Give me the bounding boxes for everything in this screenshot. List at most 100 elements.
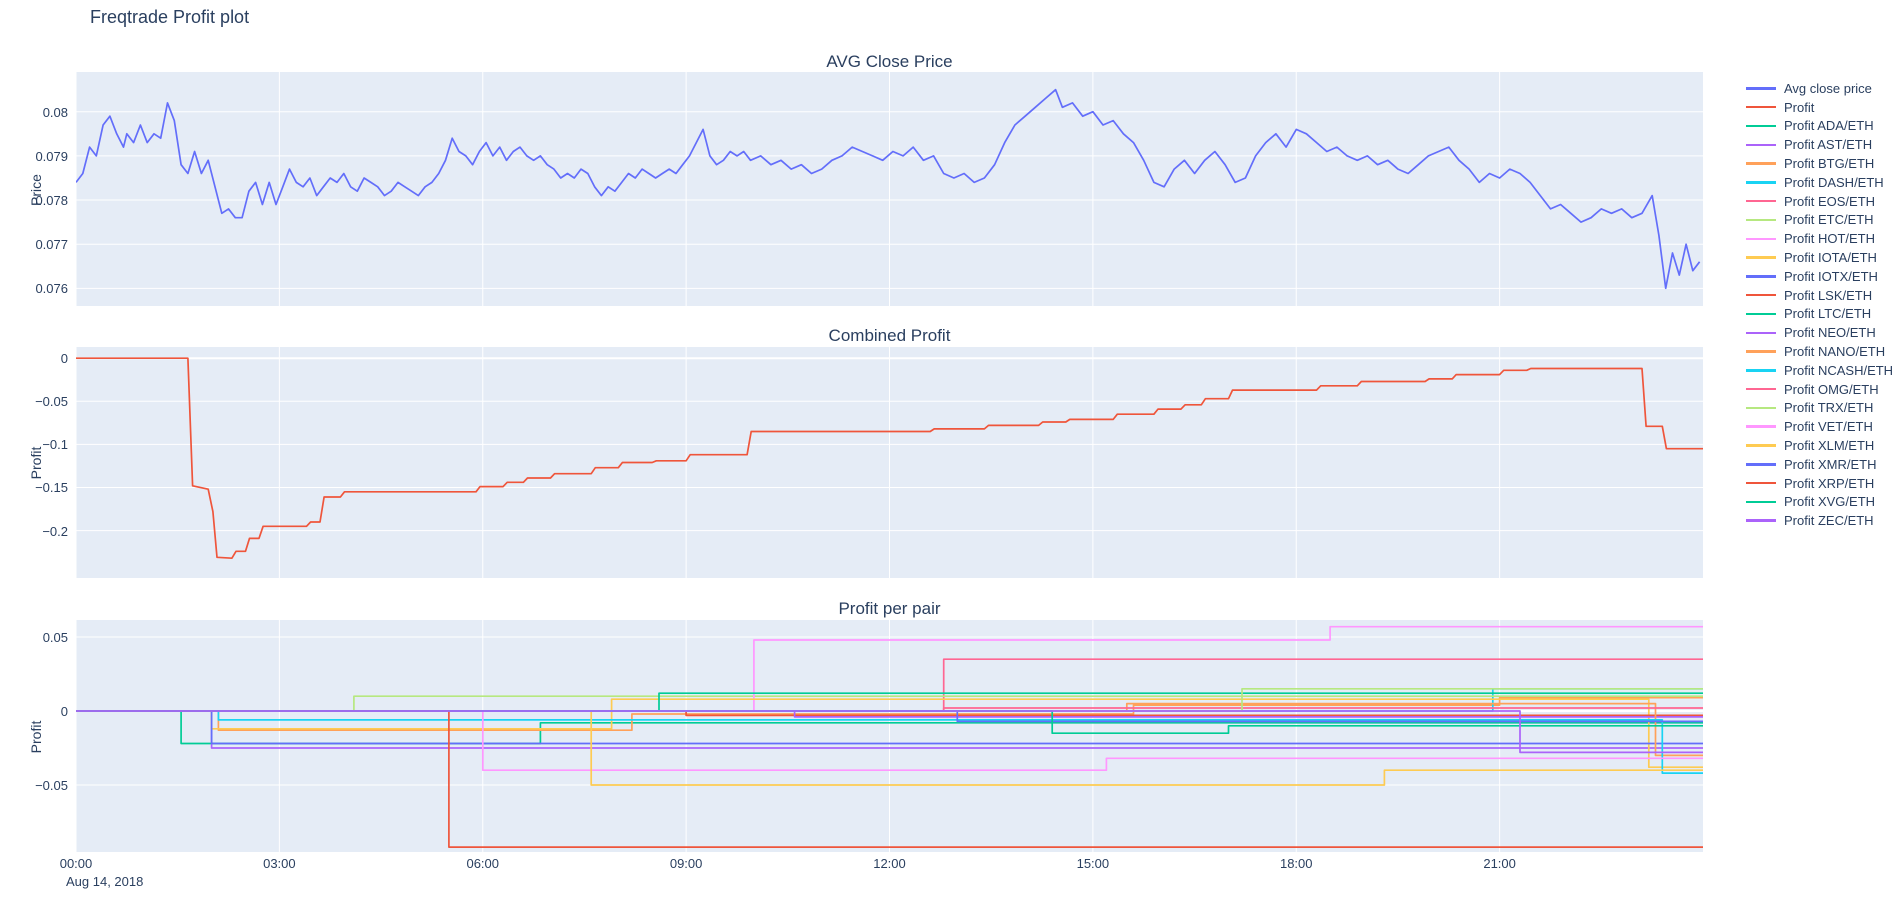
- legend-item-profit[interactable]: Profit: [1746, 98, 1893, 117]
- legend-line-swatch: [1746, 425, 1776, 428]
- legend-line-swatch: [1746, 331, 1776, 334]
- legend-item-profit-iota-eth[interactable]: Profit IOTA/ETH: [1746, 248, 1893, 267]
- subplot-canvas[interactable]: [76, 620, 1703, 852]
- legend-line-swatch: [1746, 143, 1776, 147]
- legend-item-label: Profit HOT/ETH: [1784, 231, 1876, 247]
- legend-item-avg-close-price[interactable]: Avg close price: [1746, 79, 1893, 98]
- legend-item-label: Profit OMG/ETH: [1784, 381, 1879, 397]
- legend-item-profit-omg-eth[interactable]: Profit OMG/ETH: [1746, 380, 1893, 399]
- legend-item-label: Profit LTC/ETH: [1784, 306, 1872, 322]
- legend-item-profit-ada-eth[interactable]: Profit ADA/ETH: [1746, 117, 1893, 136]
- legend-item-label: Profit DASH/ETH: [1784, 174, 1884, 190]
- legend-line-swatch: [1746, 369, 1776, 372]
- legend-item-profit-vet-eth[interactable]: Profit VET/ETH: [1746, 417, 1893, 436]
- legend-item-profit-btg-eth[interactable]: Profit BTG/ETH: [1746, 154, 1893, 173]
- legend-item-label: Profit TRX/ETH: [1784, 400, 1874, 416]
- legend-item-label: Profit NCASH/ETH: [1784, 362, 1894, 378]
- subplot-title-profit-per-pair: Profit per pair: [838, 599, 941, 618]
- legend-item-profit-eos-eth[interactable]: Profit EOS/ETH: [1746, 192, 1893, 211]
- series-profit: [76, 357, 1703, 560]
- legend-item-label: Profit IOTX/ETH: [1784, 268, 1878, 284]
- legend-item-label: Profit EOS/ETH: [1784, 193, 1876, 209]
- legend-item-label: Profit BTG/ETH: [1784, 156, 1875, 172]
- legend-line-swatch: [1746, 124, 1776, 128]
- legend-item-label: Profit LSK/ETH: [1784, 287, 1873, 303]
- x-tick-label: 12:00: [873, 856, 906, 871]
- legend-line-swatch: [1746, 105, 1776, 109]
- y-tick-label: −0.2: [42, 523, 68, 539]
- legend-item-label: Profit XMR/ETH: [1784, 456, 1877, 472]
- y-tick-label: 0.077: [35, 237, 68, 253]
- x-tick-label: 03:00: [263, 856, 296, 871]
- y-tick-label: 0: [60, 703, 68, 719]
- y-tick-label: 0: [60, 351, 68, 367]
- legend-item-profit-lsk-eth[interactable]: Profit LSK/ETH: [1746, 286, 1893, 305]
- legend-item-profit-xvg-eth[interactable]: Profit XVG/ETH: [1746, 493, 1893, 512]
- legend-item-profit-xrp-eth[interactable]: Profit XRP/ETH: [1746, 474, 1893, 493]
- y-tick-label: 0.05: [42, 630, 68, 645]
- x-tick-label: 09:00: [669, 856, 703, 871]
- legend-item-profit-ncash-eth[interactable]: Profit NCASH/ETH: [1746, 361, 1893, 380]
- legend-item-label: Profit IOTA/ETH: [1784, 250, 1877, 266]
- legend-item-profit-xmr-eth[interactable]: Profit XMR/ETH: [1746, 455, 1893, 474]
- legend-item-profit-etc-eth[interactable]: Profit ETC/ETH: [1746, 211, 1893, 230]
- combined-profit-plot[interactable]: [76, 347, 1703, 578]
- y-tick-label: −0.1: [42, 437, 68, 453]
- legend-item-profit-xlm-eth[interactable]: Profit XLM/ETH: [1746, 436, 1893, 455]
- legend-item-label: Profit: [1784, 99, 1815, 115]
- y-tick-label: 0.078: [35, 193, 68, 209]
- legend-line-swatch: [1746, 275, 1776, 278]
- y-tick-label: 0.08: [42, 104, 68, 120]
- legend-line-swatch: [1746, 293, 1776, 297]
- legend-item-label: Profit NANO/ETH: [1784, 344, 1886, 360]
- legend-item-profit-nano-eth[interactable]: Profit NANO/ETH: [1746, 342, 1893, 361]
- legend-item-profit-hot-eth[interactable]: Profit HOT/ETH: [1746, 229, 1893, 248]
- legend-line-swatch: [1746, 444, 1776, 447]
- x-tick-label: 15:00: [1076, 856, 1110, 871]
- legend-line-swatch: [1746, 463, 1776, 466]
- legend-line-swatch: [1746, 237, 1776, 241]
- legend-line-swatch: [1746, 387, 1776, 391]
- legend-line-swatch: [1746, 162, 1776, 165]
- legend-line-swatch: [1746, 181, 1776, 184]
- y-axis-title-combined-profit: Profit: [28, 446, 44, 480]
- subplot-canvas[interactable]: [76, 347, 1703, 578]
- profit-per-pair-plot[interactable]: [76, 620, 1703, 852]
- page-title: Freqtrade Profit plot: [90, 7, 250, 27]
- legend-item-label: Profit NEO/ETH: [1784, 325, 1876, 341]
- subplot-canvas[interactable]: [76, 72, 1703, 306]
- legend-item-profit-neo-eth[interactable]: Profit NEO/ETH: [1746, 323, 1893, 342]
- legend-line-swatch: [1746, 519, 1776, 522]
- legend-item-profit-dash-eth[interactable]: Profit DASH/ETH: [1746, 173, 1893, 192]
- legend-item-profit-trx-eth[interactable]: Profit TRX/ETH: [1746, 399, 1893, 418]
- avg-close-price-plot[interactable]: [76, 72, 1703, 306]
- legend-item-label: Profit XVG/ETH: [1784, 494, 1876, 510]
- x-tick-label: 00:00: [59, 856, 93, 871]
- legend-item-profit-zec-eth[interactable]: Profit ZEC/ETH: [1746, 511, 1893, 530]
- y-tick-label: −0.05: [35, 394, 68, 410]
- y-tick-label: 0.079: [35, 148, 68, 164]
- legend-item-profit-ast-eth[interactable]: Profit AST/ETH: [1746, 135, 1893, 154]
- legend-item-label: Profit ADA/ETH: [1784, 118, 1874, 134]
- legend-item-profit-iotx-eth[interactable]: Profit IOTX/ETH: [1746, 267, 1893, 286]
- y-tick-label: 0.076: [35, 281, 68, 297]
- subplot-title-combined-profit: Combined Profit: [828, 326, 951, 345]
- series-profit-zec-eth: [76, 710, 1703, 754]
- legend-line-swatch: [1746, 256, 1776, 259]
- legend-line-swatch: [1746, 350, 1776, 353]
- legend-item-label: Profit AST/ETH: [1784, 137, 1873, 153]
- y-tick-label: −0.15: [35, 480, 68, 496]
- legend-line-swatch: [1746, 500, 1776, 504]
- legend-item-label: Profit ZEC/ETH: [1784, 513, 1874, 529]
- legend-item-label: Profit XRP/ETH: [1784, 475, 1875, 491]
- legend-line-swatch: [1746, 87, 1776, 90]
- x-tick-label: 21:00: [1483, 856, 1516, 871]
- legend-item-profit-ltc-eth[interactable]: Profit LTC/ETH: [1746, 305, 1893, 324]
- legend-line-swatch: [1746, 406, 1776, 410]
- legend-line-swatch: [1746, 312, 1776, 316]
- date-annotation: Aug 14, 2018: [66, 874, 144, 889]
- x-tick-label: 18:00: [1279, 856, 1313, 871]
- subplot-title-avg-close-price: AVG Close Price: [826, 52, 953, 71]
- legend-item-label: Avg close price: [1784, 80, 1872, 96]
